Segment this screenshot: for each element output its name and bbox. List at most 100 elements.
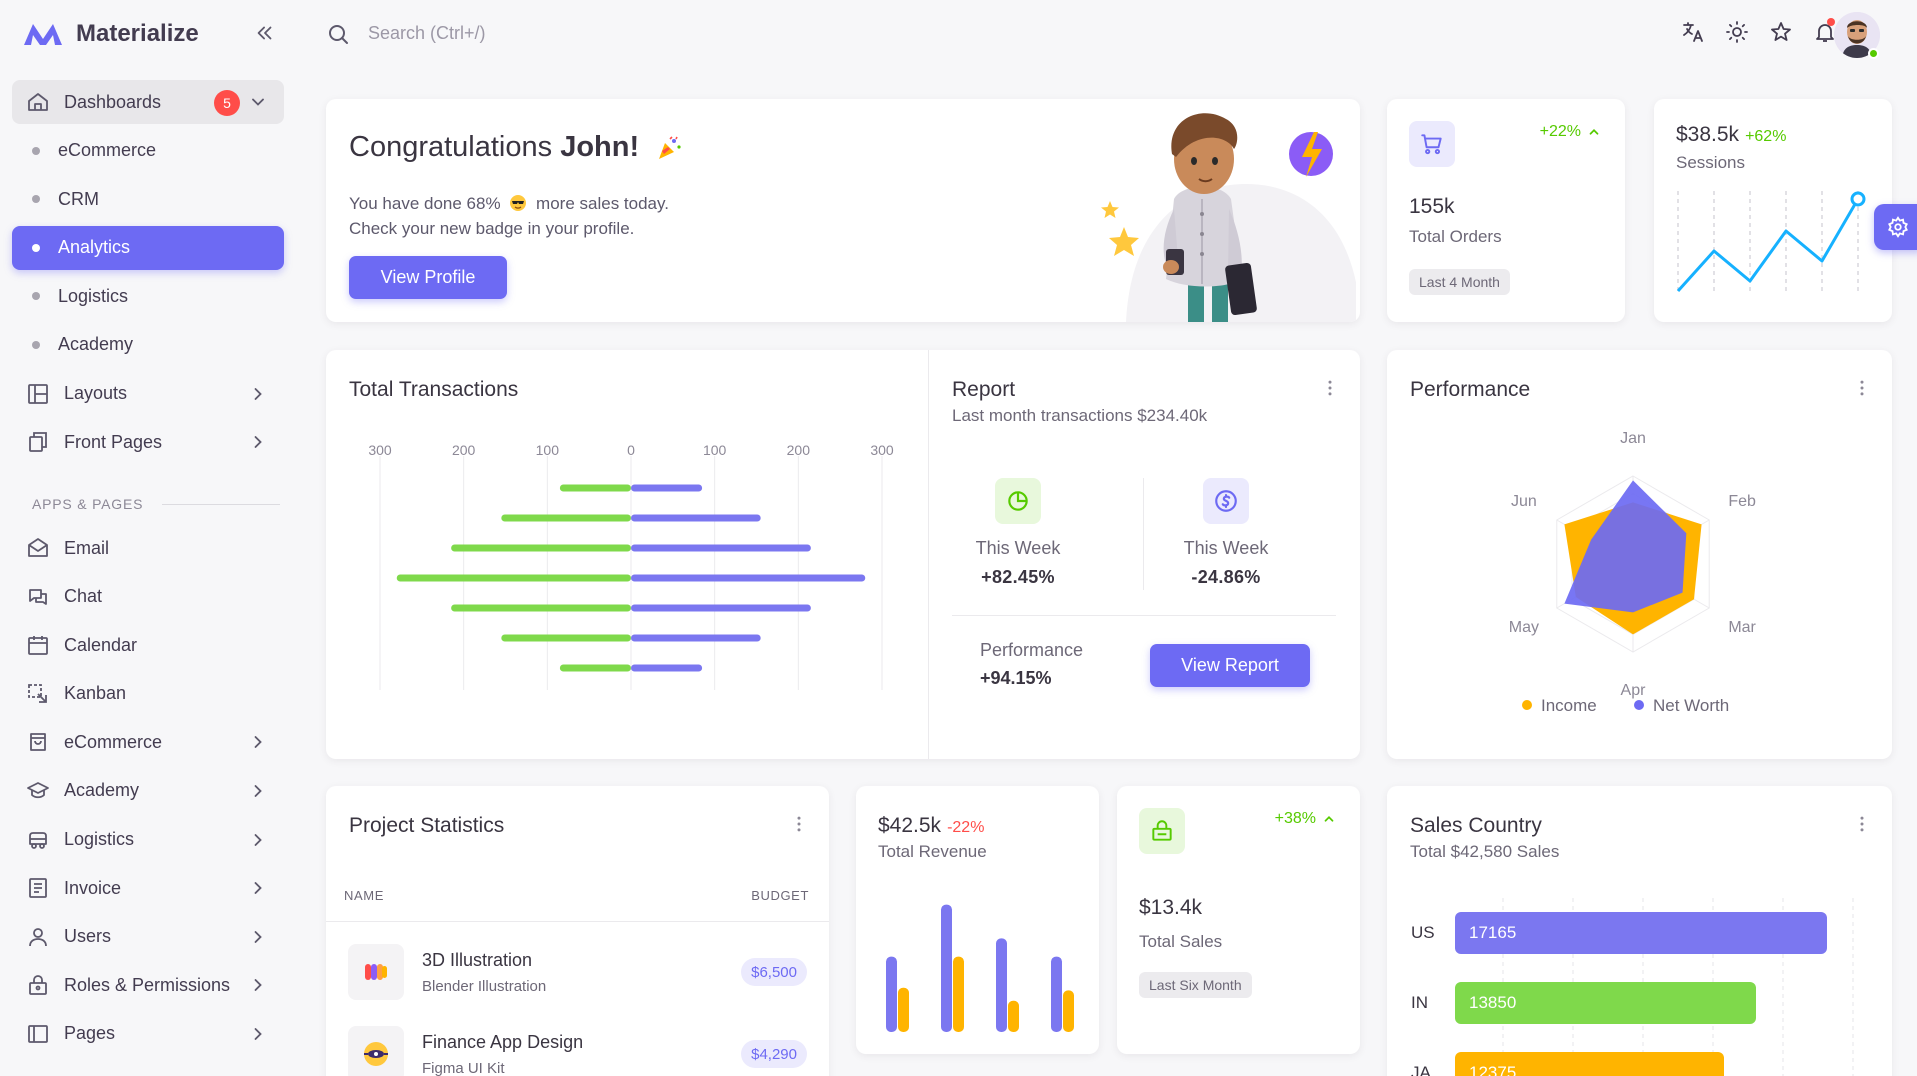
radar-axis-label: May — [1509, 619, 1539, 636]
revenue-value: $42.5k — [878, 814, 942, 837]
revenue-header: $42.5k -22% — [878, 814, 984, 838]
sidebar-item-invoice[interactable]: Invoice — [12, 866, 284, 910]
sales-period-chip: Last Six Month — [1139, 972, 1252, 998]
orders-trend: +22% — [1540, 123, 1601, 141]
table-row[interactable]: Finance App Design Figma UI Kit $4,290 — [326, 1018, 829, 1076]
transaction-bar — [631, 514, 761, 522]
country-bar: 12375 — [1455, 1052, 1724, 1076]
user-icon — [29, 927, 47, 946]
transaction-bar — [631, 604, 811, 612]
transaction-bar — [451, 604, 631, 612]
notifications-button[interactable] — [1813, 18, 1837, 44]
orders-period-chip: Last 4 Month — [1409, 269, 1510, 295]
project-statistics-card: Project Statistics NAME BUDGET 3D Illust… — [326, 786, 829, 1076]
invoice-icon — [29, 878, 47, 899]
column-name: NAME — [344, 888, 384, 903]
sidebar-item-users[interactable]: Users — [12, 915, 284, 959]
sidebar-item-label: Invoice — [64, 877, 122, 898]
chevron-right-icon — [254, 833, 262, 846]
project-logo — [348, 1026, 404, 1076]
more-vertical-icon[interactable] — [789, 814, 809, 834]
table-row[interactable]: 3D Illustration Blender Illustration $6,… — [326, 936, 829, 1006]
search-icon[interactable] — [326, 22, 350, 46]
star-icon[interactable] — [1769, 20, 1793, 44]
legend-label: Net Worth — [1653, 696, 1729, 715]
sun-icon[interactable] — [1725, 20, 1749, 44]
finance-app-logo-icon — [364, 1042, 388, 1066]
view-report-button[interactable]: View Report — [1150, 644, 1310, 687]
page-layout-icon — [28, 1025, 48, 1043]
report-subtitle: Last month transactions $234.40k — [952, 406, 1208, 425]
shopping-bag-icon — [30, 733, 46, 752]
sidebar-item-pages[interactable]: Pages — [12, 1012, 284, 1056]
legend-marker — [1634, 700, 1644, 710]
total-revenue-card: $42.5k -22% Total Revenue — [856, 786, 1099, 1054]
congrats-title-prefix: Congratulations — [349, 131, 553, 163]
sessions-trend: +62% — [1745, 128, 1787, 145]
week1-value: +82.45% — [981, 567, 1055, 587]
sidebar-item-logistics-app[interactable]: Logistics — [12, 818, 284, 862]
bullet-icon — [32, 243, 40, 252]
sidebar-item-front-pages[interactable]: Front Pages — [12, 420, 284, 464]
brand[interactable]: Materialize — [22, 14, 199, 54]
revenue-bar — [996, 938, 1007, 1032]
sidebar-item-email[interactable]: Email — [12, 526, 284, 570]
radar-series-area — [1564, 480, 1687, 613]
more-vertical-icon[interactable] — [1852, 378, 1872, 398]
home-icon — [28, 93, 48, 111]
legend-marker — [1522, 700, 1532, 710]
view-profile-button[interactable]: View Profile — [349, 256, 507, 299]
sidebar-item-calendar[interactable]: Calendar — [12, 623, 284, 667]
sidebar-item-academy[interactable]: Academy — [12, 323, 284, 367]
customizer-button[interactable] — [1874, 204, 1917, 250]
congrats-line1-suffix: more sales today. — [536, 194, 669, 213]
legend-label: Income — [1541, 696, 1597, 715]
total-orders-card: +22% 155k Total Orders Last 4 Month — [1387, 99, 1625, 322]
sidebar-item-layouts[interactable]: Layouts — [12, 372, 284, 416]
chat-icon — [29, 588, 47, 605]
project-subtitle: Figma UI Kit — [422, 1060, 505, 1076]
more-vertical-icon[interactable] — [1852, 814, 1872, 834]
x-tick-label: 300 — [368, 442, 392, 458]
transactions-report-card: Total Transactions 300 200 100 0 100 200 300 R… — [326, 350, 1360, 759]
chevron-right-icon — [254, 736, 262, 749]
more-vertical-icon[interactable] — [1320, 378, 1340, 398]
bullet-icon — [32, 340, 40, 349]
transactions-title: Total Transactions — [349, 378, 519, 401]
notification-dot — [1827, 18, 1835, 26]
collapse-menu-icon[interactable] — [254, 22, 276, 44]
sidebar-item-dashboards[interactable]: Dashboards 5 — [12, 80, 284, 124]
translate-icon[interactable] — [1681, 20, 1705, 44]
topbar-actions — [1681, 18, 1837, 44]
sidebar-item-label: Kanban — [64, 683, 127, 704]
budget-badge: $4,290 — [741, 1040, 807, 1068]
report-divider — [952, 615, 1336, 616]
performance-title: Performance — [1410, 378, 1531, 401]
sidebar-item-analytics[interactable]: Analytics — [12, 225, 284, 270]
this-week-expense: This Week -24.86% — [1126, 478, 1326, 588]
character-illustration — [1101, 113, 1356, 322]
sidebar-item-academy-app[interactable]: Academy — [12, 769, 284, 813]
search-input[interactable] — [368, 18, 768, 48]
lock-icon — [29, 975, 47, 996]
sidebar-item-ecommerce[interactable]: eCommerce — [12, 129, 284, 173]
sidebar-item-kanban[interactable]: Kanban — [12, 672, 284, 716]
chevron-up-icon — [1324, 816, 1334, 822]
revenue-bar-chart — [886, 904, 1074, 1032]
sidebar-item-crm[interactable]: CRM — [12, 177, 284, 221]
transaction-bar — [396, 574, 631, 582]
sidebar-item-chat[interactable]: Chat — [12, 575, 284, 619]
sidebar-item-ecommerce-app[interactable]: eCommerce — [12, 720, 284, 764]
transaction-bar — [501, 634, 631, 642]
sidebar-item-roles-permissions[interactable]: Roles & Permissions — [12, 963, 284, 1007]
bullet-icon — [32, 195, 40, 204]
x-tick-label: 300 — [870, 442, 894, 458]
congrats-line2: Check your new badge in your profile. — [349, 219, 635, 238]
sidebar-item-label: Layouts — [64, 383, 128, 404]
transaction-bar — [451, 544, 631, 552]
sales-trend: +38% — [1275, 810, 1336, 828]
sidebar-item-logistics[interactable]: Logistics — [12, 274, 284, 318]
sidebar-item-label: Analytics — [58, 237, 131, 258]
revenue-bar — [1051, 956, 1062, 1032]
